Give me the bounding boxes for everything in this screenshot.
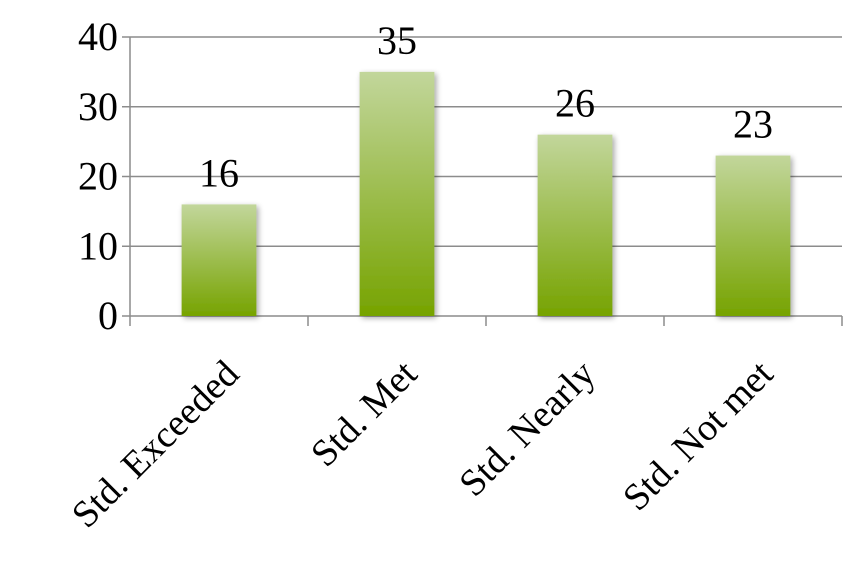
bar-std-not-met: [715, 155, 791, 316]
data-label: 16: [199, 150, 239, 195]
data-label: 35: [377, 18, 417, 63]
bar-std-nearly: [537, 134, 613, 316]
y-tick-label: 10: [78, 223, 118, 268]
x-category-label: Std. Nearly: [451, 353, 603, 505]
y-tick-label: 40: [78, 14, 118, 59]
x-category-label: Std. Met: [303, 352, 426, 475]
data-label: 23: [733, 102, 773, 147]
bar-std-exceeded: [181, 204, 257, 316]
x-category-label: Std. Exceeded: [64, 353, 247, 536]
y-tick-label: 0: [98, 293, 118, 338]
bar-std-met: [359, 71, 435, 316]
y-tick-label: 30: [78, 84, 118, 129]
bars: [181, 71, 791, 316]
x-category-label: Std. Not met: [615, 352, 782, 519]
y-tick-label: 20: [78, 154, 118, 199]
data-label: 26: [555, 81, 595, 126]
